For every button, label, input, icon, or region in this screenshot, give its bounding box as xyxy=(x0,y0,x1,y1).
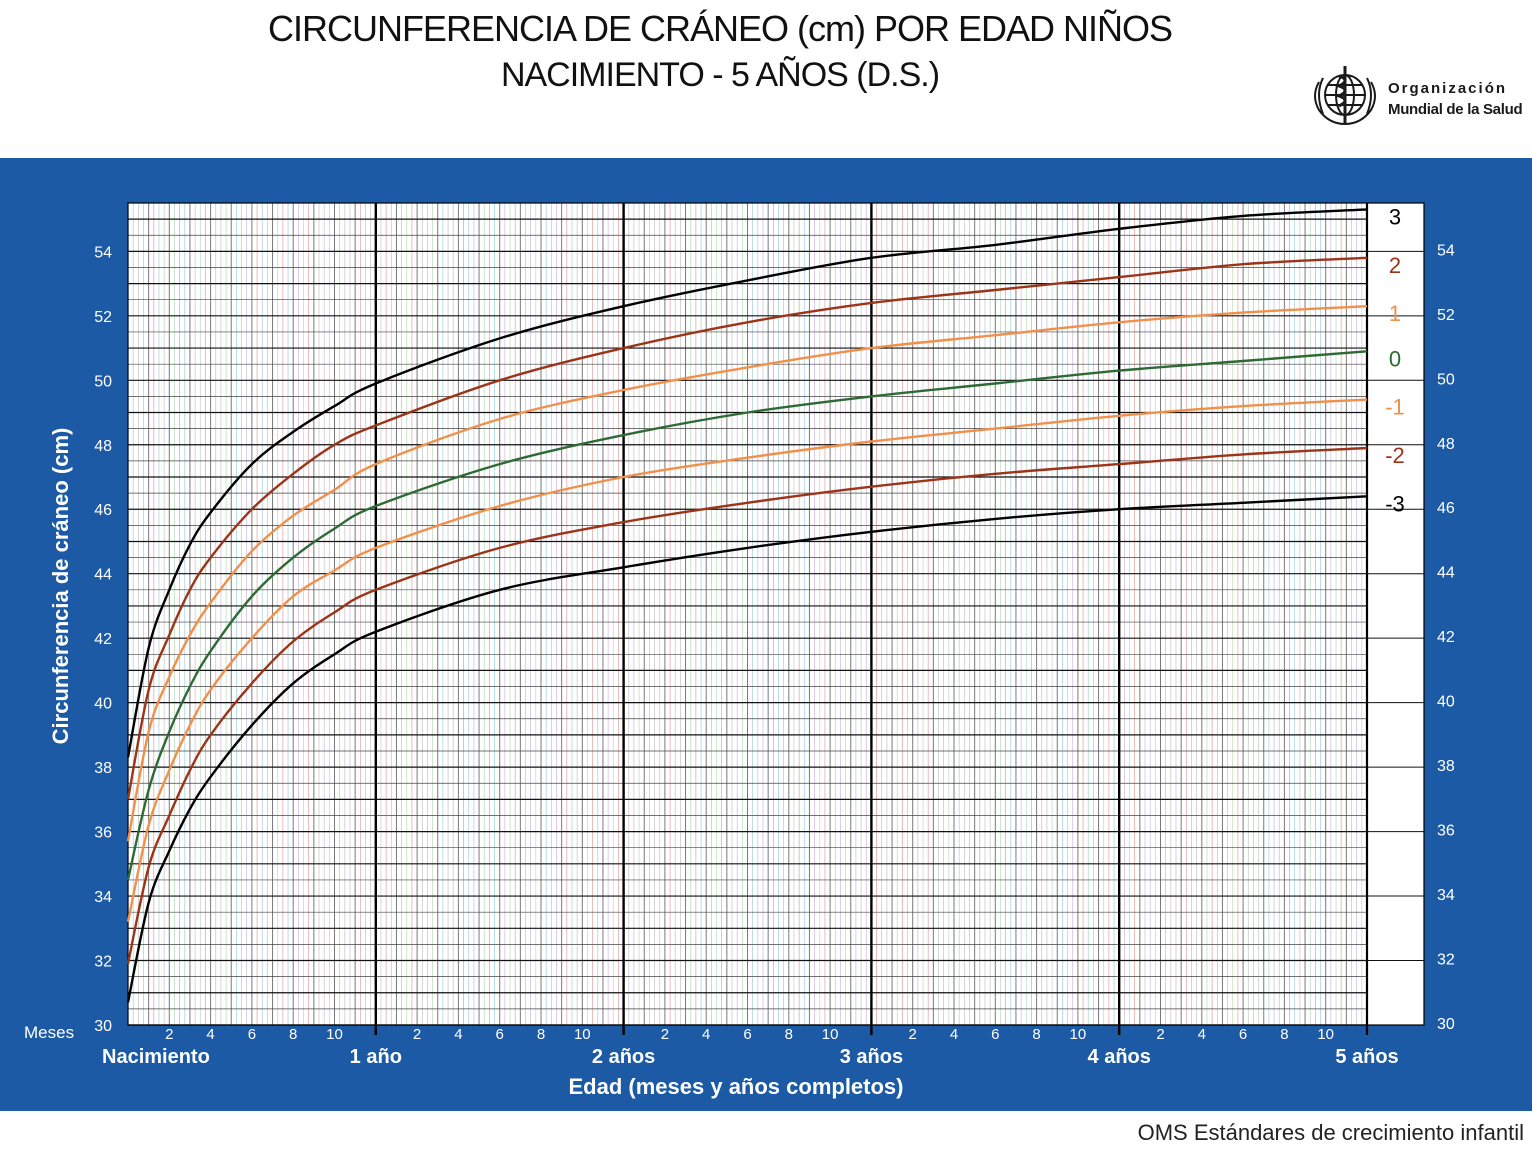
series-label-sd-0: 0 xyxy=(1389,346,1401,371)
y-tick-label-right: 42 xyxy=(1437,629,1455,646)
series-line-sd-0 xyxy=(126,350,1368,881)
plot-border xyxy=(127,202,1425,1026)
axes xyxy=(127,202,1425,1035)
x-month-tick-label: 2 xyxy=(661,1026,669,1043)
org-name-line2: Mundial de la Salud xyxy=(1388,101,1523,118)
x-year-label: Nacimiento xyxy=(102,1046,210,1068)
series-line-sd--3 xyxy=(126,495,1368,1003)
x-axis-label: Edad (meses y años completos) xyxy=(569,1074,904,1099)
y-tick-label-left: 50 xyxy=(94,373,112,390)
x-month-tick-label: 6 xyxy=(743,1026,751,1043)
x-month-tick-label: 10 xyxy=(1070,1026,1087,1043)
x-year-label: 3 años xyxy=(840,1046,903,1068)
who-emblem-icon xyxy=(1314,66,1376,126)
series-lines xyxy=(126,208,1368,1003)
y-tick-label-left: 36 xyxy=(94,825,112,842)
series-line-sd--2 xyxy=(126,446,1368,965)
y-tick-label-left: 34 xyxy=(94,889,112,906)
chart-title: CIRCUNFERENCIA DE CRÁNEO (cm) POR EDAD N… xyxy=(267,8,1173,49)
x-month-tick-label: 10 xyxy=(822,1026,839,1043)
x-month-tick-label: 6 xyxy=(991,1026,999,1043)
org-name-line1: Organización xyxy=(1388,80,1508,97)
y-tick-label-right: 44 xyxy=(1437,565,1455,582)
x-month-tick-label: 10 xyxy=(326,1026,343,1043)
x-year-label: 5 años xyxy=(1335,1046,1398,1068)
x-month-tick-label: 10 xyxy=(574,1026,591,1043)
y-tick-label-right: 38 xyxy=(1437,758,1455,775)
y-tick-label-left: 54 xyxy=(94,244,112,261)
y-tick-label-left: 32 xyxy=(94,954,112,971)
y-tick-label-right: 50 xyxy=(1437,371,1455,388)
y-tick-label-left: 46 xyxy=(94,502,112,519)
y-tick-label-right: 30 xyxy=(1437,1016,1455,1033)
series-label-sd--1: -1 xyxy=(1385,395,1405,420)
chart-subtitle: NACIMIENTO - 5 AÑOS (D.S.) xyxy=(500,56,940,94)
x-month-tick-label: 4 xyxy=(454,1026,462,1043)
x-year-label: 4 años xyxy=(1088,1046,1151,1068)
y-tick-label-right: 46 xyxy=(1437,500,1455,517)
x-month-tick-label: 10 xyxy=(1317,1026,1334,1043)
x-month-tick-label: 4 xyxy=(1198,1026,1206,1043)
y-tick-label-right: 36 xyxy=(1437,823,1455,840)
series-label-sd--3: -3 xyxy=(1385,491,1405,516)
y-tick-label-right: 54 xyxy=(1437,242,1455,259)
y-axis-label: Circunferencia de cráneo (cm) xyxy=(48,428,73,745)
x-unit-label: Meses xyxy=(24,1023,74,1042)
x-year-label: 1 año xyxy=(350,1046,402,1068)
grid xyxy=(128,202,1424,1026)
x-month-tick-label: 2 xyxy=(1156,1026,1164,1043)
x-month-tick-label: 2 xyxy=(165,1026,173,1043)
x-month-tick-label: 6 xyxy=(248,1026,256,1043)
y-tick-label-right: 34 xyxy=(1437,887,1455,904)
y-tick-label-left: 40 xyxy=(94,696,112,713)
y-tick-label-left: 48 xyxy=(94,438,112,455)
series-label-sd-3: 3 xyxy=(1389,204,1401,229)
x-year-label: 2 años xyxy=(592,1046,655,1068)
x-month-tick-label: 8 xyxy=(1280,1026,1288,1043)
x-month-tick-label: 8 xyxy=(785,1026,793,1043)
y-tick-label-left: 38 xyxy=(94,760,112,777)
y-tick-label-right: 40 xyxy=(1437,694,1455,711)
footer-source: OMS Estándares de crecimiento infantil xyxy=(1137,1120,1524,1145)
x-month-tick-label: 2 xyxy=(909,1026,917,1043)
x-month-tick-label: 8 xyxy=(1032,1026,1040,1043)
series-line-sd-2 xyxy=(126,256,1368,800)
y-tick-label-right: 32 xyxy=(1437,952,1455,969)
series-line-sd-3 xyxy=(126,208,1368,758)
x-month-tick-label: 4 xyxy=(702,1026,710,1043)
series-line-sd--1 xyxy=(126,398,1368,923)
x-month-tick-label: 4 xyxy=(950,1026,958,1043)
series-line-sd-1 xyxy=(126,305,1368,842)
x-month-tick-label: 2 xyxy=(413,1026,421,1043)
y-tick-label-left: 30 xyxy=(94,1018,112,1035)
x-month-tick-label: 6 xyxy=(496,1026,504,1043)
x-month-tick-label: 6 xyxy=(1239,1026,1247,1043)
x-month-tick-label: 8 xyxy=(289,1026,297,1043)
series-label-sd-2: 2 xyxy=(1389,253,1401,278)
y-tick-label-left: 44 xyxy=(94,567,112,584)
y-tick-label-left: 52 xyxy=(94,309,112,326)
series-label-sd--2: -2 xyxy=(1385,443,1405,468)
series-label-sd-1: 1 xyxy=(1389,301,1401,326)
x-month-tick-label: 4 xyxy=(206,1026,214,1043)
y-tick-label-left: 42 xyxy=(94,631,112,648)
y-tick-label-right: 52 xyxy=(1437,307,1455,324)
y-tick-label-right: 48 xyxy=(1437,436,1455,453)
x-month-tick-label: 8 xyxy=(537,1026,545,1043)
plot-area xyxy=(128,203,1424,1025)
